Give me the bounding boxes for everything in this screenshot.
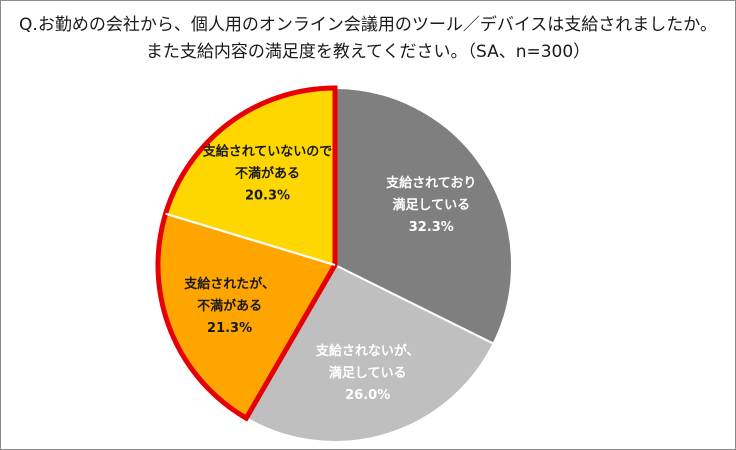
highlight-outline: [155, 85, 338, 422]
slice-4-category-label: 支給されていないので: [202, 144, 333, 160]
slice-3-category-label: 支給されたが、: [183, 276, 275, 292]
slice-2-category-label: 支給されないが、: [315, 343, 420, 359]
slice-2-value-label: 26.0%: [345, 388, 390, 403]
slice-3-value-label: 21.3%: [207, 321, 252, 336]
chart-title-line-2: また支給内容の満足度を教えてください。（SA、n=300）: [145, 42, 591, 62]
pie-slice-2: [244, 263, 495, 443]
pie-labels: 支給されており満足している32.3%支給されないが、満足している26.0%支給さ…: [183, 144, 476, 404]
slice-4-category-label: 不満がある: [235, 166, 300, 182]
slice-4-value-label: 20.3%: [245, 189, 290, 204]
chart-title: Q.お勤めの会社から、個人用のオンライン会議用のツール／デバイスは支給されました…: [0, 12, 736, 66]
pie-slice-1: [334, 86, 513, 346]
chart-title-line-1: Q.お勤めの会社から、個人用のオンライン会議用のツール／デバイスは支給されました…: [19, 15, 717, 35]
slice-3-category-label: 不満がある: [197, 298, 262, 314]
slice-1-category-label: 支給されており: [385, 175, 476, 191]
slice-1-category-label: 満足している: [392, 197, 470, 213]
highlight-separator: [165, 212, 336, 266]
slice-1-value-label: 32.3%: [409, 220, 454, 235]
slice-2-category-label: 満足している: [329, 365, 407, 381]
